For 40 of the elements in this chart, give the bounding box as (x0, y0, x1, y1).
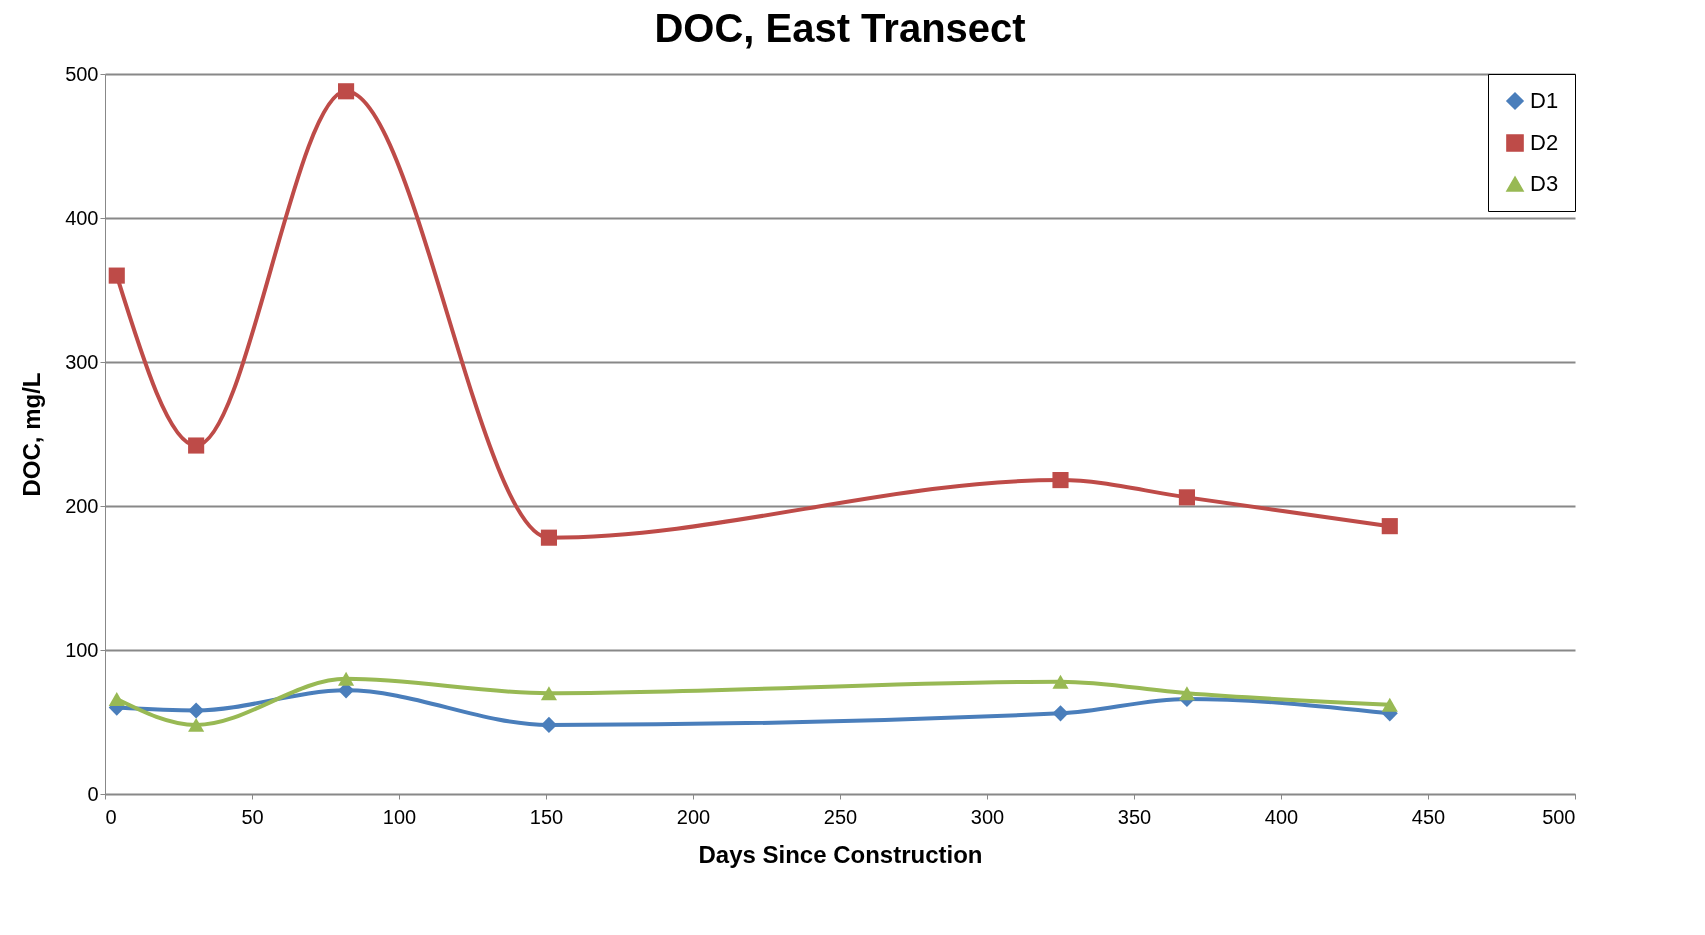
x-tick-label: 50 (241, 805, 264, 828)
y-axis-title: DOC, mg/L (18, 372, 46, 497)
point (1052, 705, 1069, 722)
y-tick-label: 200 (65, 494, 99, 517)
y-tick-label: 500 (65, 62, 99, 85)
point (540, 716, 557, 733)
point (108, 691, 125, 706)
point (1178, 489, 1195, 506)
point (540, 529, 557, 546)
point (338, 83, 355, 100)
x-tick-label: 250 (823, 805, 858, 828)
x-tick-label: 100 (382, 805, 417, 828)
point (1178, 686, 1195, 701)
x-tick-label: 350 (1117, 805, 1152, 828)
point (540, 686, 557, 701)
x-tick-label: 150 (529, 805, 564, 828)
x-tick-label: 450 (1411, 805, 1446, 828)
x-axis-title: Days Since Construction (698, 840, 983, 868)
point (1381, 518, 1398, 535)
point (188, 437, 205, 454)
point (1381, 697, 1398, 712)
legend-label: D2 (1530, 130, 1559, 155)
y-tick-label: 400 (65, 206, 99, 229)
point (1052, 472, 1069, 489)
x-tick-label: 400 (1264, 805, 1299, 828)
y-tick-label: 0 (87, 782, 99, 805)
x-tick-label: 500 (1542, 805, 1576, 828)
x-tick-label: 200 (676, 805, 711, 828)
x-tick-label: 300 (970, 805, 1005, 828)
legend-label: D3 (1530, 171, 1559, 196)
x-tick-label: 0 (105, 805, 117, 828)
point (108, 267, 125, 284)
point (338, 671, 355, 686)
chart-title: DOC, East Transect (654, 6, 1026, 50)
point (1052, 674, 1069, 689)
y-tick-label: 100 (65, 638, 99, 661)
point (188, 717, 205, 732)
legend-label: D1 (1530, 88, 1559, 113)
y-tick-label: 300 (65, 350, 99, 373)
point (188, 702, 205, 719)
